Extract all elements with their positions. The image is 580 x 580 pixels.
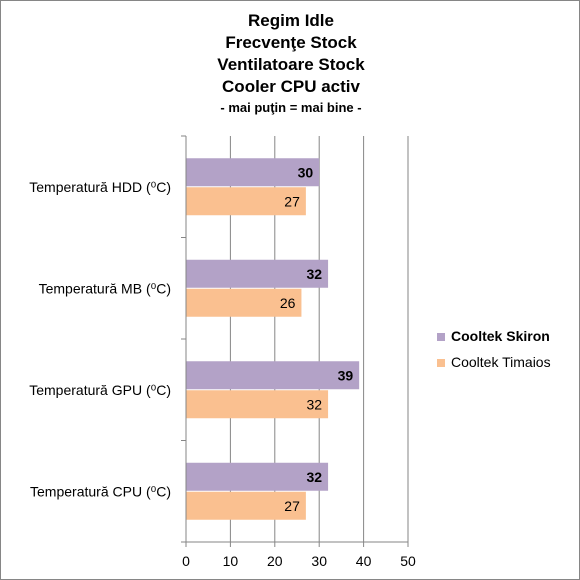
bar-skiron-0: [186, 158, 320, 187]
legend-label-timaios: Cooltek Timaios: [451, 354, 551, 370]
data-label-skiron-2: 39: [338, 367, 354, 383]
category-label-0: Temperatură HDD (⁰C): [29, 179, 171, 195]
legend-item-skiron: Cooltek Skiron: [437, 328, 550, 344]
chart-subtitle: - mai puţin = mai bine -: [220, 100, 362, 115]
bar-timaios-3: [186, 491, 306, 520]
data-label-skiron-0: 30: [298, 164, 314, 180]
bar-skiron-1: [186, 259, 329, 288]
chart-title-line-1: Regim Idle: [248, 11, 334, 30]
x-tick-label-10: 10: [223, 553, 239, 569]
bar-timaios-0: [186, 187, 306, 216]
bar-skiron-3: [186, 462, 329, 491]
bar-skiron-2: [186, 361, 360, 390]
x-tick-label-40: 40: [356, 553, 372, 569]
category-label-1: Temperatură MB (⁰C): [39, 280, 171, 296]
legend-swatch-skiron: [437, 333, 445, 342]
chart-title-line-2: Frecvenţe Stock: [225, 33, 357, 52]
data-label-skiron-3: 32: [307, 469, 323, 485]
bar-timaios-2: [186, 390, 329, 419]
bar-timaios-1: [186, 288, 302, 317]
x-tick-label-50: 50: [400, 553, 416, 569]
x-tick-label-20: 20: [267, 553, 283, 569]
data-label-timaios-1: 26: [280, 295, 296, 311]
legend-label-skiron: Cooltek Skiron: [451, 328, 550, 344]
chart-title-line-3: Ventilatoare Stock: [217, 55, 365, 74]
x-tick-label-0: 0: [182, 553, 190, 569]
category-label-3: Temperatură CPU (⁰C): [30, 483, 171, 499]
legend-swatch-timaios: [437, 359, 445, 368]
data-label-skiron-1: 32: [307, 266, 323, 282]
x-tick-label-30: 30: [311, 553, 327, 569]
data-label-timaios-0: 27: [284, 193, 300, 209]
chart-title-line-4: Cooler CPU activ: [222, 77, 360, 96]
legend-item-timaios: Cooltek Timaios: [437, 354, 551, 370]
data-label-timaios-3: 27: [284, 498, 300, 514]
category-label-2: Temperatură GPU (⁰C): [29, 382, 171, 398]
data-label-timaios-2: 32: [307, 396, 323, 412]
